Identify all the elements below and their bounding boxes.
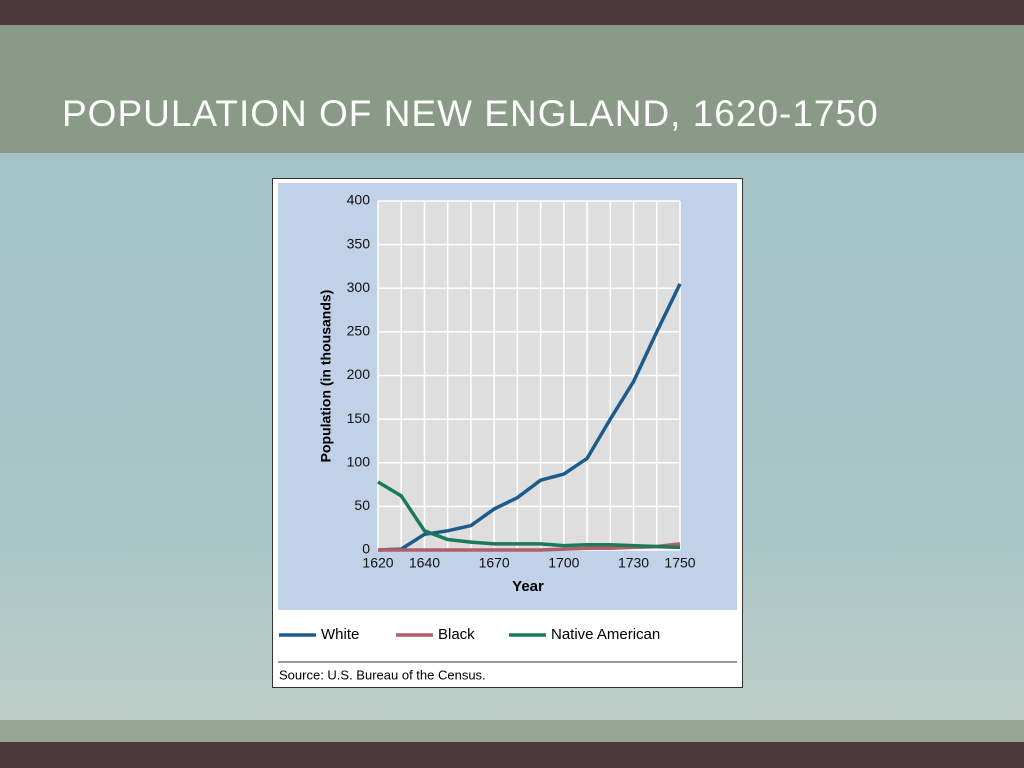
series-line [378,542,681,552]
y-tick-label: 400 [347,192,371,208]
x-tick-label: 1640 [409,555,440,571]
y-tick-label: 200 [347,366,371,382]
y-tick-label: 250 [347,323,371,339]
legend-label: White [321,626,359,643]
title-band [0,25,1024,153]
series-line [377,480,681,550]
legend-label: Black [438,626,475,643]
x-axis-label: Year [512,578,544,595]
x-tick-label: 1700 [548,555,579,571]
x-tick-label: 1730 [618,555,649,571]
x-tick-label: 1670 [479,555,510,571]
y-tick-label: 0 [362,541,370,557]
x-tick-label: 1750 [664,555,695,571]
y-tick-label: 150 [347,410,371,426]
y-tick-label: 100 [347,453,371,469]
y-tick-label: 350 [347,235,371,251]
source: Source: U.S. Bureau of the Census. [279,667,486,682]
y-axis-label: Population (in thousands) [318,290,334,463]
bottom-band [0,720,1024,742]
y-tick-label: 50 [354,497,370,513]
slide-title: POPULATION OF NEW ENGLAND, 1620-1750 [62,93,879,134]
bottom-bar [0,742,1024,768]
x-tick-label: 1620 [362,555,393,571]
top-bar [0,0,1024,25]
y-tick-label: 300 [347,279,371,295]
legend-label: Native American [551,626,660,643]
